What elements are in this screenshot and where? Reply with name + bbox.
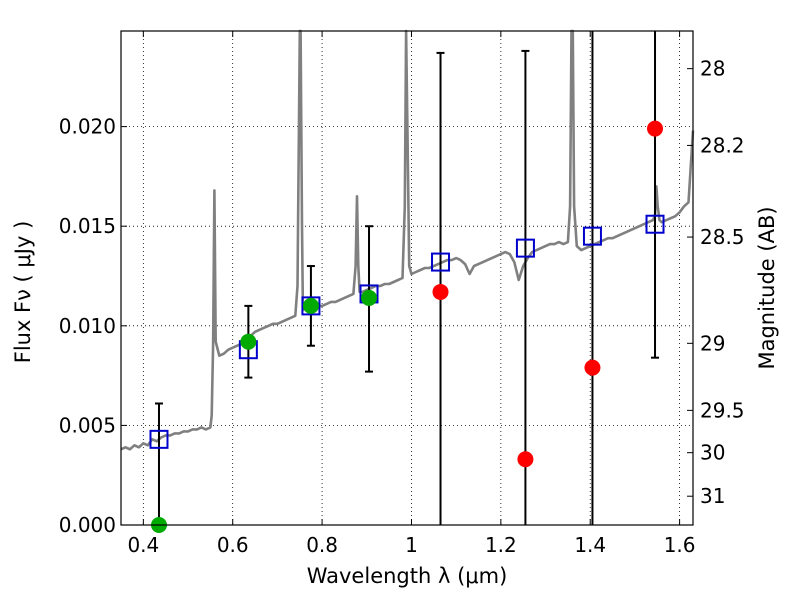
model-point: [582, 226, 602, 246]
model-point: [301, 296, 321, 316]
x-tick-label: 1.2: [485, 533, 517, 557]
x-tick-label: 0.6: [217, 533, 249, 557]
x-tick-label: 1: [405, 533, 418, 557]
y-tick-label: 0.015: [59, 214, 116, 238]
x-axis-label: Wavelength λ (μm): [307, 564, 508, 588]
right-y-axis-label: Magnitude (AB): [755, 206, 779, 369]
right-tick-label: 30: [700, 441, 725, 465]
spectrum-line: [120, 29, 695, 451]
plot-frame: [120, 30, 694, 526]
nondetection-point: [647, 120, 664, 137]
axis-ticks: [121, 31, 693, 526]
model-point: [149, 429, 169, 449]
model-point: [431, 252, 451, 272]
detection-point: [240, 333, 257, 350]
y-tick-label: 0.020: [59, 115, 116, 139]
model-point: [515, 238, 535, 258]
nondetection-point: [584, 359, 601, 376]
detection-points: [150, 289, 378, 533]
detection-point: [361, 289, 378, 306]
model-point: [645, 214, 665, 234]
right-tick-label: 31: [700, 484, 725, 508]
y-tick-label: 0.010: [59, 314, 116, 338]
right-tick-label: 28: [700, 57, 725, 81]
nondetection-points: [432, 120, 664, 468]
y-tick-label: 0.000: [59, 513, 116, 537]
nondetection-point: [432, 283, 449, 300]
x-tick-label: 0.4: [127, 533, 159, 557]
right-tick-label: 29.5: [700, 398, 745, 422]
right-tick-label: 28.2: [700, 133, 745, 157]
tick-labels: 0.4 0.6 0.8 1 1.2 1.4 1.6 0.000 0.005 0.010 0.015 0…: [59, 57, 745, 557]
x-tick-label: 1.4: [574, 533, 606, 557]
x-tick-label: 1.6: [664, 533, 696, 557]
y-tick-label: 0.005: [59, 413, 116, 437]
nondetection-point: [517, 451, 534, 468]
y-axis-label: Flux Fν ( μJy ): [11, 221, 35, 364]
detection-point: [302, 297, 319, 314]
spectrum-series: [120, 29, 695, 451]
right-tick-label: 29: [700, 331, 725, 355]
x-tick-label: 0.8: [306, 533, 338, 557]
right-tick-label: 28.5: [700, 225, 745, 249]
